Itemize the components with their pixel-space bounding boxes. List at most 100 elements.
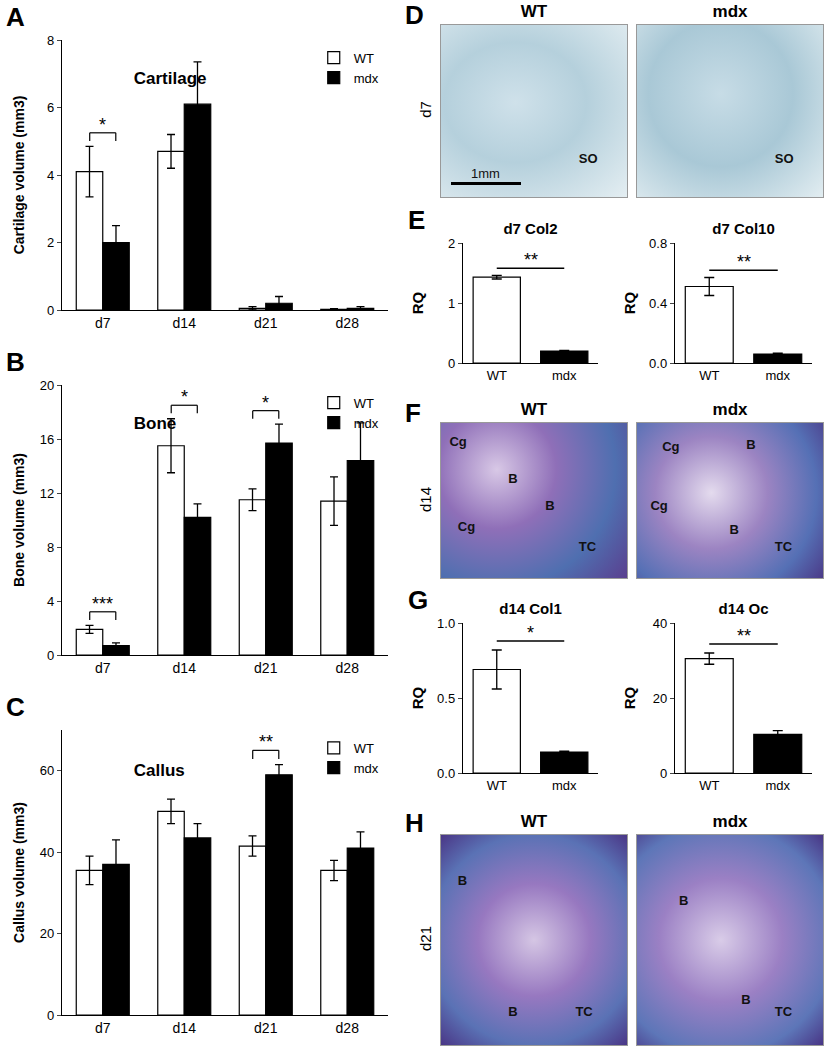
svg-text:RQ: RQ bbox=[621, 686, 638, 709]
html-text:SO: SO bbox=[774, 151, 794, 167]
html-text:A: A bbox=[6, 2, 25, 32]
svg-text:mdx: mdx bbox=[354, 761, 379, 776]
html-text:WT: WT bbox=[520, 2, 548, 21]
svg-text:**: ** bbox=[259, 732, 273, 752]
svg-text:***: *** bbox=[92, 594, 113, 614]
html-text:H: H bbox=[405, 808, 424, 838]
svg-text:WT: WT bbox=[699, 368, 719, 383]
html-text:D: D bbox=[405, 0, 424, 30]
svg-text:mdx: mdx bbox=[552, 368, 577, 383]
html-text:d21: d21 bbox=[416, 926, 434, 951]
html-text:E: E bbox=[408, 205, 426, 235]
svg-text:WT: WT bbox=[354, 51, 374, 66]
html-text:d14: d14 bbox=[416, 486, 434, 512]
svg-text:WT: WT bbox=[354, 741, 374, 756]
svg-text:d7: d7 bbox=[95, 660, 111, 676]
svg-text:*: * bbox=[181, 387, 188, 407]
html-text:WT: WT bbox=[520, 812, 548, 831]
svg-text:2: 2 bbox=[47, 235, 54, 250]
svg-text:Bone volume (mm3): Bone volume (mm3) bbox=[11, 453, 27, 587]
svg-text:*: * bbox=[262, 393, 269, 413]
svg-text:d7: d7 bbox=[95, 1020, 111, 1036]
svg-text:RQ: RQ bbox=[409, 291, 426, 314]
html-text:TC: TC bbox=[774, 539, 793, 555]
svg-text:2: 2 bbox=[448, 236, 455, 251]
html-text:d7: d7 bbox=[416, 101, 434, 118]
svg-text:d14: d14 bbox=[173, 1020, 197, 1036]
svg-text:*: * bbox=[99, 115, 106, 135]
svg-text:mdx: mdx bbox=[765, 778, 790, 793]
svg-text:20: 20 bbox=[653, 691, 667, 706]
svg-text:6: 6 bbox=[47, 100, 54, 115]
html-text:Cg: Cg bbox=[457, 518, 476, 534]
svg-text:d21: d21 bbox=[254, 315, 278, 331]
svg-text:8: 8 bbox=[47, 540, 54, 555]
svg-text:0.8: 0.8 bbox=[649, 236, 667, 251]
svg-text:d7 Col2: d7 Col2 bbox=[503, 220, 557, 237]
html-text:mdx: mdx bbox=[712, 2, 748, 21]
svg-text:40: 40 bbox=[653, 616, 667, 631]
svg-text:WT: WT bbox=[487, 368, 507, 383]
svg-text:mdx: mdx bbox=[765, 368, 790, 383]
svg-text:**: ** bbox=[737, 626, 751, 646]
svg-text:20: 20 bbox=[40, 926, 54, 941]
html-text:mdx: mdx bbox=[712, 400, 748, 419]
svg-text:**: ** bbox=[524, 250, 538, 270]
svg-text:d28: d28 bbox=[336, 660, 360, 676]
svg-text:20: 20 bbox=[40, 378, 54, 393]
svg-text:WT: WT bbox=[354, 396, 374, 411]
svg-text:16: 16 bbox=[40, 432, 54, 447]
svg-text:1.0: 1.0 bbox=[437, 616, 455, 631]
html-text:SO: SO bbox=[578, 151, 598, 167]
svg-text:RQ: RQ bbox=[621, 291, 638, 314]
svg-text:d21: d21 bbox=[254, 660, 278, 676]
svg-text:1: 1 bbox=[448, 296, 455, 311]
svg-text:0.5: 0.5 bbox=[437, 691, 455, 706]
svg-text:d28: d28 bbox=[336, 315, 360, 331]
svg-text:*: * bbox=[527, 623, 534, 643]
svg-text:d14: d14 bbox=[173, 660, 197, 676]
svg-text:mdx: mdx bbox=[552, 778, 577, 793]
svg-text:0.0: 0.0 bbox=[649, 356, 667, 371]
svg-text:WT: WT bbox=[699, 778, 719, 793]
svg-text:4: 4 bbox=[47, 168, 54, 183]
svg-text:0: 0 bbox=[448, 356, 455, 371]
svg-text:0.4: 0.4 bbox=[649, 296, 667, 311]
svg-text:4: 4 bbox=[47, 594, 54, 609]
svg-text:Cartilage volume (mm3): Cartilage volume (mm3) bbox=[11, 96, 27, 255]
html-text:Cg: Cg bbox=[650, 498, 668, 514]
svg-text:RQ: RQ bbox=[409, 686, 426, 709]
svg-text:d7: d7 bbox=[95, 315, 111, 331]
svg-text:Cartilage: Cartilage bbox=[134, 69, 207, 88]
svg-text:60: 60 bbox=[40, 763, 54, 778]
svg-text:mdx: mdx bbox=[354, 416, 379, 431]
svg-text:0: 0 bbox=[47, 1008, 54, 1023]
html-text:F: F bbox=[405, 398, 421, 428]
svg-text:Bone: Bone bbox=[134, 414, 177, 433]
svg-text:**: ** bbox=[737, 252, 751, 272]
svg-text:8: 8 bbox=[47, 33, 54, 48]
svg-text:40: 40 bbox=[40, 845, 54, 860]
html-text:TC: TC bbox=[578, 539, 597, 555]
svg-text:12: 12 bbox=[40, 486, 54, 501]
svg-text:d14 Oc: d14 Oc bbox=[718, 600, 768, 617]
svg-text:d7 Col10: d7 Col10 bbox=[712, 220, 775, 237]
svg-text:d14: d14 bbox=[173, 315, 197, 331]
html-text:Cg: Cg bbox=[662, 439, 680, 455]
svg-text:d28: d28 bbox=[336, 1020, 360, 1036]
svg-text:0.0: 0.0 bbox=[437, 766, 455, 781]
svg-text:Callus volume (mm3): Callus volume (mm3) bbox=[11, 802, 27, 943]
html-text:WT: WT bbox=[520, 400, 548, 419]
html-text:C: C bbox=[6, 692, 25, 722]
svg-text:WT: WT bbox=[487, 778, 507, 793]
html-text:G: G bbox=[408, 585, 429, 615]
svg-text:Callus: Callus bbox=[134, 761, 185, 780]
html-text:mdx: mdx bbox=[712, 812, 748, 831]
svg-text:d14 Col1: d14 Col1 bbox=[499, 600, 562, 617]
svg-text:mdx: mdx bbox=[354, 71, 379, 86]
svg-text:d21: d21 bbox=[254, 1020, 278, 1036]
html-text:B: B bbox=[6, 347, 25, 377]
svg-text:0: 0 bbox=[47, 648, 54, 663]
svg-text:0: 0 bbox=[660, 766, 667, 781]
svg-text:0: 0 bbox=[47, 303, 54, 318]
